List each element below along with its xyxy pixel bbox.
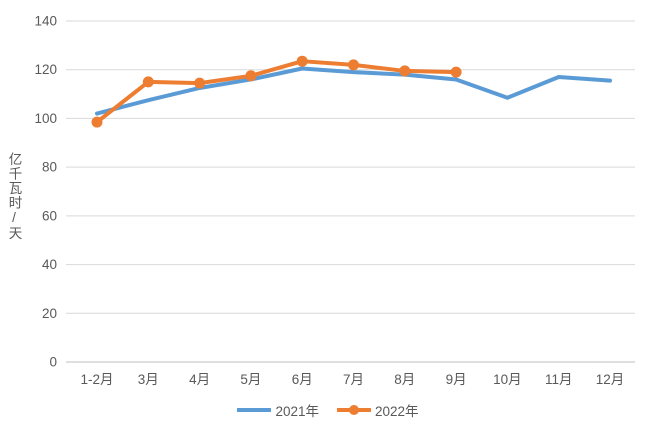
data-point-marker-2022年 — [245, 70, 257, 82]
plot-area: 0 20 40 60 80 100 120 140 1-2月 3月 4月 5月 6月 7月 8月 9月 10月 1… — [34, 14, 635, 387]
data-point-marker-2022年 — [194, 77, 206, 89]
x-axis-label: 5月 — [240, 372, 261, 387]
data-point-marker-2022年 — [91, 116, 103, 128]
legend-item-2021: 2021年 — [237, 400, 319, 420]
y-tick-label: 140 — [34, 14, 57, 29]
y-tick-label: 40 — [42, 257, 57, 272]
data-point-marker-2022年 — [348, 59, 359, 71]
data-point-marker-2022年 — [450, 66, 462, 78]
y-axis-title: 亿千瓦时/天 — [6, 152, 22, 241]
x-axis-label: 3月 — [138, 372, 159, 387]
x-axis-label: 10月 — [493, 372, 522, 387]
data-point-marker-2022年 — [142, 76, 154, 88]
legend-label-2022: 2022年 — [375, 404, 419, 419]
legend-swatch-2022-line-marker — [337, 405, 371, 415]
data-point-marker-2022年 — [399, 65, 411, 77]
data-point-marker-2022年 — [296, 55, 308, 67]
series-line-2022年 — [95, 59, 459, 125]
y-tick-label: 60 — [42, 208, 57, 223]
y-tick-label: 80 — [42, 160, 57, 175]
legend-label-2021: 2021年 — [275, 404, 319, 419]
legend: 2021年 2022年 — [0, 398, 656, 422]
x-axis-label: 12月 — [596, 372, 625, 387]
y-tick-label: 0 — [49, 355, 57, 370]
x-axis-label: 6月 — [292, 372, 313, 387]
x-axis-label: 4月 — [189, 372, 210, 387]
y-tick-label: 100 — [34, 111, 57, 126]
x-axis-label: 9月 — [446, 372, 467, 387]
legend-item-2022: 2022年 — [337, 400, 419, 420]
y-tick-label: 120 — [34, 62, 57, 77]
y-tick-label: 20 — [42, 306, 57, 321]
x-axis-label: 8月 — [394, 372, 415, 387]
x-axis-label: 11月 — [545, 372, 573, 387]
x-axis-label: 7月 — [343, 372, 364, 387]
x-axis-label: 1-2月 — [80, 372, 113, 387]
series-line-2021年 — [95, 66, 612, 116]
legend-swatch-2021-line — [237, 408, 272, 412]
